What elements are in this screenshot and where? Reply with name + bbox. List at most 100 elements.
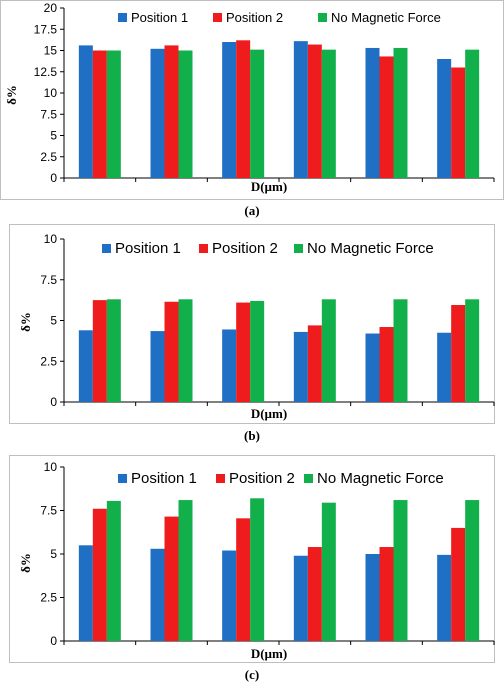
- y-axis-title: δ%: [18, 312, 33, 332]
- y-tick-label: 7.5: [40, 107, 57, 121]
- chart-b: 0 2.5 5 7.5 10 Position 1 Position 2 No Magneti…: [18, 232, 495, 421]
- legend-swatch: [102, 244, 111, 253]
- legend-label: No Magnetic Force: [331, 10, 441, 25]
- caption-b: (b): [244, 428, 260, 443]
- bar-position-2: [451, 67, 466, 178]
- bar-no-magnetic-force: [250, 498, 265, 641]
- bar-no-magnetic-force: [321, 49, 336, 179]
- bar-position-2: [164, 301, 179, 402]
- bar-position-2: [236, 518, 251, 641]
- y-tick-label: 5: [50, 547, 57, 561]
- bar-position-1: [78, 330, 93, 402]
- bar-position-2: [92, 300, 107, 402]
- y-tick-label: 5: [50, 314, 57, 328]
- y-tick-label: 12.5: [34, 65, 58, 79]
- bar-position-1: [78, 45, 93, 179]
- bar-position-2: [92, 50, 107, 178]
- legend-label: Position 1: [131, 470, 197, 487]
- bar-position-1: [365, 333, 380, 402]
- bar-no-magnetic-force: [250, 49, 265, 179]
- bar-position-2: [307, 325, 322, 402]
- legend-swatch: [213, 13, 222, 22]
- bar-position-1: [222, 329, 237, 402]
- bar-no-magnetic-force: [178, 50, 193, 178]
- y-tick-label: 7.5: [40, 273, 57, 287]
- y-tick-label: 10: [44, 86, 58, 100]
- y-tick-label: 15: [44, 44, 58, 58]
- bar-position-1: [437, 332, 452, 402]
- bar-position-1: [222, 42, 237, 178]
- bar-no-magnetic-force: [178, 500, 193, 641]
- chart-a: 0 2.5 5 7.5 10 12.5 15 17.5 20 Position 1 Position…: [4, 1, 495, 194]
- bar-position-2: [164, 516, 179, 641]
- bar-position-1: [437, 554, 452, 641]
- chart-panel-c: 0 2.5 5 7.5 10 Position 1 Position 2 No Magneti…: [0, 446, 504, 685]
- bar-position-1: [365, 47, 380, 179]
- bar-no-magnetic-force: [465, 49, 480, 179]
- bar-no-magnetic-force: [393, 299, 408, 402]
- bar-no-magnetic-force: [321, 299, 336, 402]
- bar-position-1: [150, 48, 165, 178]
- legend-label: No Magnetic Force: [317, 470, 444, 487]
- x-axis-title: D(µm): [251, 646, 287, 661]
- bar-no-magnetic-force: [393, 47, 408, 179]
- bar-position-1: [293, 41, 308, 179]
- bar-no-magnetic-force: [106, 50, 121, 178]
- y-tick-label: 0: [50, 171, 57, 185]
- x-axis-title: D(µm): [251, 406, 287, 421]
- y-tick-label: 2.5: [40, 591, 57, 605]
- bar-position-2: [379, 56, 394, 179]
- y-tick-label: 20: [44, 1, 58, 15]
- y-tick-label: 0: [50, 395, 57, 409]
- legend-swatch: [294, 244, 303, 253]
- y-tick-label: 5: [50, 129, 57, 143]
- y-tick-label: 2.5: [40, 150, 57, 164]
- bar-position-2: [236, 302, 251, 402]
- bar-position-1: [150, 331, 165, 402]
- legend-label: Position 1: [131, 10, 188, 25]
- legend-label: Position 1: [115, 240, 181, 257]
- chart-frame-c: [9, 455, 495, 663]
- caption-c: (c): [244, 667, 260, 682]
- bar-position-1: [293, 555, 308, 641]
- bar-no-magnetic-force: [106, 299, 121, 402]
- bar-no-magnetic-force: [321, 502, 336, 641]
- legend-swatch: [216, 474, 225, 483]
- bar-no-magnetic-force: [178, 299, 193, 402]
- y-axis-title: δ%: [4, 85, 19, 105]
- bar-position-1: [437, 59, 452, 178]
- bar-position-2: [379, 327, 394, 402]
- legend-label: Position 2: [226, 10, 283, 25]
- bar-position-2: [451, 527, 466, 641]
- bar-no-magnetic-force: [393, 500, 408, 641]
- y-tick-label: 10: [44, 460, 58, 474]
- bar-position-1: [78, 545, 93, 641]
- bar-no-magnetic-force: [106, 500, 121, 641]
- legend-swatch: [118, 13, 127, 22]
- legend-swatch: [118, 474, 127, 483]
- bar-position-2: [164, 45, 179, 179]
- bar-position-2: [307, 44, 322, 178]
- bar-position-2: [236, 40, 251, 178]
- bar-no-magnetic-force: [250, 300, 265, 402]
- x-axis-title: D(µm): [251, 179, 287, 194]
- legend-label: Position 2: [212, 240, 278, 257]
- bar-position-1: [365, 554, 380, 641]
- y-tick-label: 7.5: [40, 504, 57, 518]
- bar-position-1: [222, 550, 237, 641]
- legend-swatch: [199, 244, 208, 253]
- y-tick-label: 10: [44, 232, 58, 246]
- legend-swatch: [304, 474, 313, 483]
- bar-position-1: [150, 548, 165, 641]
- chart-c: 0 2.5 5 7.5 10 Position 1 Position 2 No Magneti…: [18, 460, 495, 661]
- bar-position-2: [92, 508, 107, 641]
- y-tick-label: 17.5: [34, 22, 58, 36]
- chart-panel-b: 0 2.5 5 7.5 10 Position 1 Position 2 No Magneti…: [0, 222, 504, 446]
- chart-panel-a: 0 2.5 5 7.5 10 12.5 15 17.5 20 Position 1 Position…: [0, 0, 504, 222]
- bar-position-1: [293, 331, 308, 402]
- legend-label: Position 2: [229, 470, 295, 487]
- bar-no-magnetic-force: [465, 299, 480, 402]
- y-tick-label: 0: [50, 634, 57, 648]
- bar-position-2: [451, 305, 466, 402]
- y-axis-title: δ%: [18, 553, 33, 573]
